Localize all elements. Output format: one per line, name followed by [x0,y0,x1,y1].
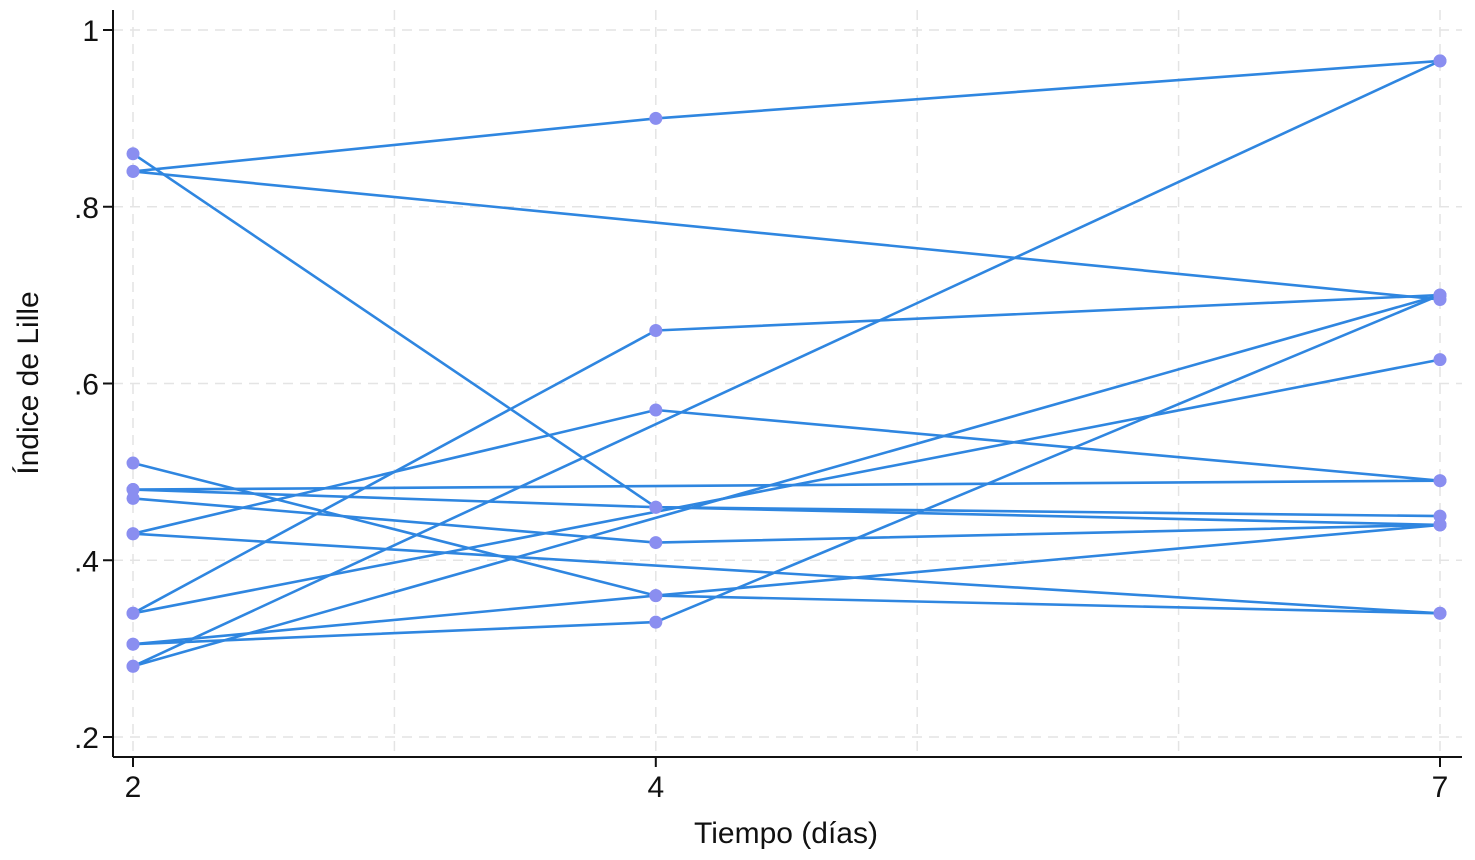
series-line-1 [132,59,1441,173]
series-line-10 [132,293,1441,615]
x-tick-label: 2 [125,771,142,804]
data-point-marker [126,637,140,651]
data-point-marker [126,606,140,620]
data-point-marker [1433,518,1447,532]
data-point-marker [126,527,140,541]
data-point-marker [126,164,140,178]
data-point-marker [649,536,663,550]
ticks: .2 .4 .6 .8 1 2 4 7 [74,15,1448,804]
data-point-marker [649,615,663,629]
x-tick-label: 7 [1432,771,1449,804]
data-point-marker [649,403,663,417]
series-line-11 [132,358,1441,615]
markers [126,54,1447,673]
data-point-marker [649,500,663,514]
y-tick-label: 1 [82,15,99,48]
data-point-marker [1433,606,1447,620]
series-line-13 [132,523,1441,646]
series-line-9 [132,532,1441,615]
data-point-marker [649,111,663,125]
data-point-marker [1433,353,1447,367]
data-point-marker [126,483,140,497]
data-point-marker [1433,288,1447,302]
data-point-marker [649,323,663,337]
data-point-marker [1433,54,1447,68]
y-tick-label: .6 [74,369,99,402]
series [132,59,1441,668]
y-axis-title: Índice de Lille [12,291,45,474]
data-point-marker [126,456,140,470]
grid [113,10,1462,757]
series-line-15 [132,293,1441,668]
x-axis-title: Tiempo (días) [694,817,878,850]
series-line-12 [132,293,1441,646]
y-tick-label: .8 [74,192,99,225]
y-tick-label: .4 [74,545,99,578]
data-point-marker [126,659,140,673]
x-tick-label: 4 [647,771,664,804]
series-line-2 [132,170,1441,301]
y-tick-label: .2 [74,722,99,755]
data-point-marker [649,589,663,603]
data-point-marker [1433,474,1447,488]
data-point-marker [126,147,140,161]
series-line-14 [132,59,1441,668]
